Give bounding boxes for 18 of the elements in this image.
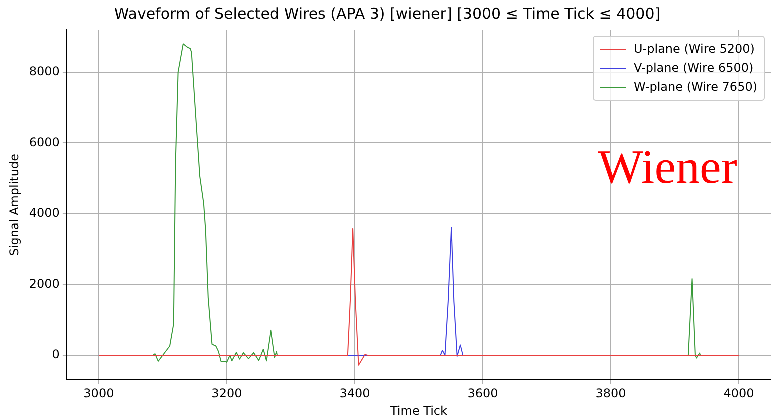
y-tick-label: 6000	[29, 135, 60, 150]
x-tick-label: 4000	[724, 386, 754, 401]
x-axis-title: Time Tick	[389, 404, 448, 418]
chart-title: Waveform of Selected Wires (APA 3) [wiener] [3000 ≤ Time Tick ≤ 4000]	[114, 4, 661, 23]
annotation: Wiener	[598, 140, 738, 195]
x-tick-label: 3800	[596, 386, 626, 401]
x-tick-label: 3600	[468, 386, 498, 401]
y-tick-label: 8000	[29, 64, 60, 79]
legend-label: W-plane (Wire 7650)	[633, 79, 758, 96]
y-tick-label: 4000	[29, 206, 60, 220]
x-tick-label: 3200	[212, 386, 242, 401]
x-tick-label: 3000	[84, 386, 114, 401]
x-tick-label: 3400	[340, 386, 370, 401]
y-axis-title: Signal Amplitude	[7, 154, 22, 256]
legend-label: V-plane (Wire 6500)	[633, 60, 755, 77]
legend-label: U-plane (Wire 5200)	[633, 41, 756, 58]
y-tick-label: 2000	[29, 276, 60, 291]
y-tick-label: 0	[52, 348, 60, 362]
